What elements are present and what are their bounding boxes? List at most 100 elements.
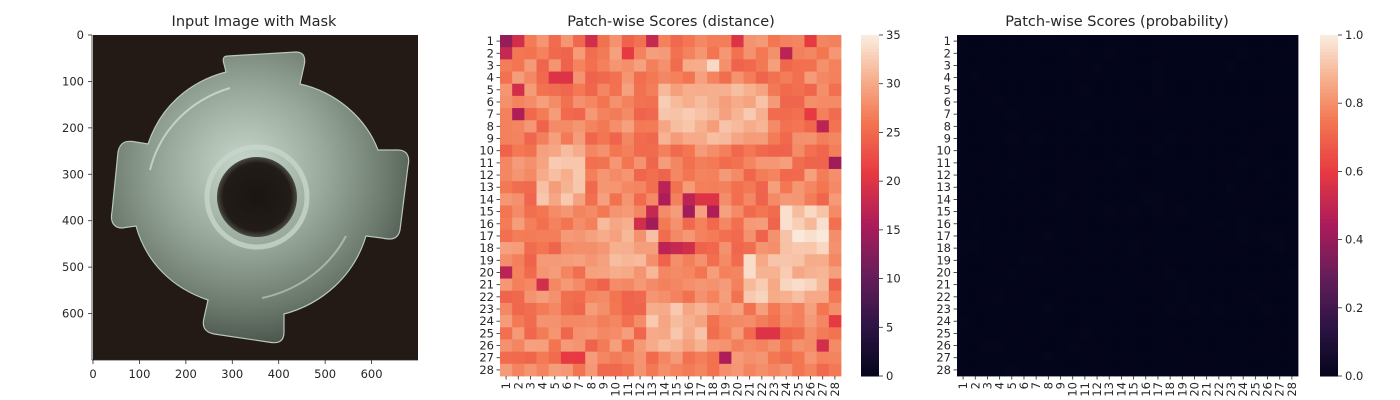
heatmap-cell (560, 181, 574, 194)
heatmap-cell (573, 132, 586, 146)
heatmap-cell (1285, 47, 1299, 60)
heatmap-cell (1285, 193, 1299, 206)
heatmap-cell (573, 156, 586, 170)
heatmap-cell (816, 205, 830, 219)
y-tick-label: 400 (62, 214, 84, 228)
heatmap-cell (969, 302, 982, 316)
heatmap-cell (719, 144, 732, 158)
heatmap-cell (1139, 156, 1153, 170)
heatmap-cell (828, 229, 842, 243)
heatmap-cell (1151, 205, 1165, 219)
heatmap-cell (585, 71, 598, 85)
colorbar-segment (1320, 48, 1338, 53)
heatmap-cell (524, 193, 537, 206)
y-tick-label: 22 (936, 290, 951, 304)
heatmap-cell (560, 120, 574, 133)
heatmap-cell (1188, 229, 1201, 243)
heatmap-cell (1188, 47, 1201, 60)
heatmap-cell (755, 242, 769, 255)
heatmap-cell (1139, 229, 1153, 243)
colorbar-segment (1320, 38, 1338, 43)
heatmap-cell (585, 254, 598, 267)
heatmap-cell (1176, 132, 1189, 146)
heatmap-cell (1030, 156, 1043, 170)
heatmap-cell (500, 144, 513, 158)
heatmap-cell (621, 229, 635, 243)
heatmap-cell (1103, 351, 1116, 365)
heatmap-cell (1042, 327, 1055, 340)
heatmap-cell (828, 71, 842, 85)
heatmap-cell (1127, 59, 1141, 72)
heatmap-cell (1212, 108, 1226, 121)
colorbar-tick-label: 25 (886, 125, 901, 139)
heatmap-cell (816, 229, 830, 243)
heatmap-cell (597, 168, 611, 182)
heatmap-cell (707, 108, 720, 121)
heatmap-cell (1200, 351, 1214, 365)
x-tick-label: 25 (1248, 382, 1262, 397)
heatmap-cell (536, 71, 550, 85)
heatmap-cell (1249, 108, 1262, 121)
colorbar-segment (861, 212, 879, 217)
y-tick-label: 24 (936, 314, 951, 328)
heatmap-cell (1090, 339, 1104, 353)
heatmap-cell (1151, 83, 1165, 97)
heatmap-cell (512, 35, 525, 48)
heatmap-cell (694, 181, 708, 194)
colorbar-segment (1320, 225, 1338, 230)
heatmap-cell (1054, 302, 1068, 316)
heatmap-cell (957, 266, 970, 279)
heatmap-cell (548, 242, 562, 255)
heatmap-cell (560, 339, 574, 353)
heatmap-cell (804, 290, 818, 304)
heatmap-cell (1237, 363, 1250, 377)
heatmap-cell (804, 242, 818, 255)
heatmap-cell (804, 327, 818, 340)
heatmap-cell (1005, 339, 1019, 353)
heatmap-cell (1066, 266, 1080, 279)
heatmap-cell (743, 156, 757, 170)
colorbar-segment (1320, 294, 1338, 299)
heatmap-cell (1261, 168, 1275, 182)
heatmap-cell (816, 339, 830, 353)
heatmap-cell (548, 290, 562, 304)
colorbar-segment (861, 147, 879, 152)
heatmap-cell (957, 242, 970, 255)
heatmap-cell (1054, 254, 1068, 267)
heatmap-cell (957, 290, 970, 304)
x-tick-label: 12 (1090, 382, 1104, 397)
heatmap-cell (1127, 242, 1141, 255)
heatmap-cell (1042, 156, 1055, 170)
heatmap-cell (694, 302, 708, 316)
heatmap-cell (1115, 205, 1128, 219)
colorbar-segment (1320, 338, 1338, 343)
heatmap-cell (957, 71, 970, 85)
heatmap-cell (767, 266, 781, 279)
heatmap-cell (548, 351, 562, 365)
heatmap-cell (707, 278, 720, 292)
heatmap-cell (993, 363, 1007, 377)
heatmap-cell (536, 339, 550, 353)
heatmap-cell (573, 168, 586, 182)
heatmap-cell (981, 47, 994, 60)
heatmap-cell (1273, 254, 1287, 267)
heatmap-cell (512, 278, 525, 292)
heatmap-cell (780, 47, 793, 60)
heatmap-cell (646, 181, 659, 194)
heatmap-cell (646, 144, 659, 158)
heatmap-cell (597, 132, 611, 146)
heatmap-cell (1017, 327, 1031, 340)
heatmap-cell (1066, 108, 1080, 121)
y-tick-label: 600 (62, 307, 84, 321)
heatmap-cell (707, 144, 720, 158)
heatmap-cell (536, 302, 550, 316)
heatmap-cell (682, 47, 696, 60)
heatmap-cell (1261, 278, 1275, 292)
heatmap-cell (1224, 132, 1238, 146)
heatmap-cell (816, 290, 830, 304)
heatmap-cell (548, 47, 562, 60)
heatmap-cell (780, 83, 793, 97)
heatmap-cell (1273, 193, 1287, 206)
heatmap-cell (573, 35, 586, 48)
heatmap-cell (1188, 351, 1201, 365)
